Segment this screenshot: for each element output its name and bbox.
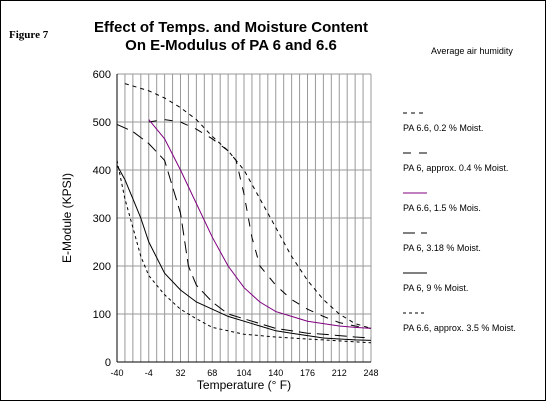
legend-label-1: PA 6.6, 0.2 % Moist. bbox=[403, 123, 483, 133]
y-tick-label: 100 bbox=[93, 309, 111, 321]
y-tick-label: 300 bbox=[93, 213, 111, 225]
x-tick-label: 68 bbox=[207, 368, 217, 378]
y-tick-label: 200 bbox=[93, 261, 111, 273]
figure-label: Figure 7 bbox=[9, 29, 49, 41]
chart-title-line-1: Effect of Temps. and Moisture Content bbox=[94, 19, 368, 36]
legend-label-5: PA 6, 9 % Moist. bbox=[403, 283, 468, 293]
chart-title-line-2: On E-Modulus of PA 6 and 6.6 bbox=[125, 37, 337, 54]
x-tick-label: 176 bbox=[300, 368, 315, 378]
legend-title: Average air humidity bbox=[431, 46, 513, 56]
y-tick-label: 500 bbox=[93, 117, 111, 129]
x-tick-label: 212 bbox=[332, 368, 347, 378]
x-tick-label: 140 bbox=[268, 368, 283, 378]
y-tick-label: 600 bbox=[93, 69, 111, 81]
series-line-5 bbox=[116, 164, 372, 341]
x-tick-label: -40 bbox=[110, 368, 123, 378]
series-line-3 bbox=[148, 119, 372, 329]
y-tick-label: 0 bbox=[105, 357, 111, 369]
y-tick-label: 400 bbox=[93, 165, 111, 177]
legend-label-2: PA 6, approx. 0.4 % Moist. bbox=[403, 163, 508, 173]
x-tick-label: 32 bbox=[175, 368, 185, 378]
x-axis-label: Temperature (° F) bbox=[197, 378, 291, 392]
x-tick-label: 248 bbox=[363, 368, 378, 378]
legend-label-3: PA 6.6, 1.5 % Mois. bbox=[403, 203, 481, 213]
legend-label-4: PA 6, 3.18 % Moist. bbox=[403, 243, 481, 253]
series-line-6 bbox=[116, 136, 372, 344]
x-tick-label: -4 bbox=[145, 368, 153, 378]
x-tick-label: 104 bbox=[236, 368, 251, 378]
legend-label-6: PA 6.6, approx. 3.5 % Moist. bbox=[403, 323, 516, 333]
chart-title: Effect of Temps. and Moisture Content On… bbox=[81, 19, 381, 55]
y-axis-label: E-Module (KPSI) bbox=[60, 173, 74, 263]
series-line-2 bbox=[148, 119, 372, 329]
series-line-1 bbox=[124, 83, 372, 329]
series-line-4 bbox=[116, 123, 372, 339]
